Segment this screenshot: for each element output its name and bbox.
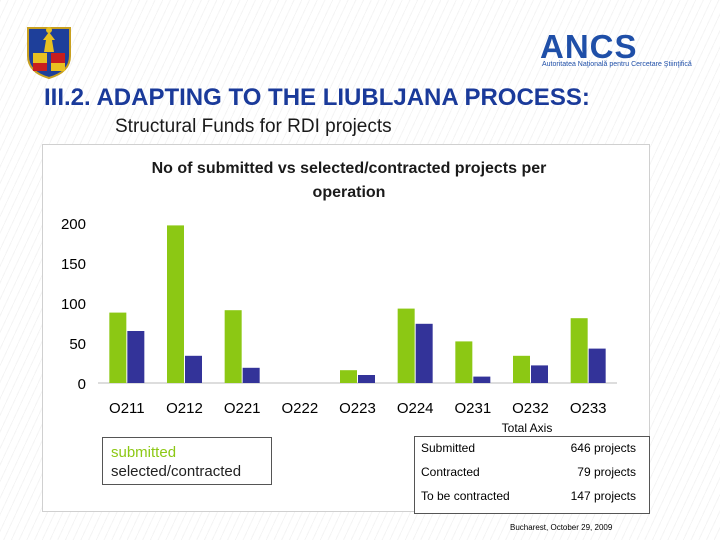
chart-legend: submitted selected/contracted — [102, 437, 272, 485]
bar-selected-contracted — [127, 331, 145, 383]
summary-value: 147 projects — [570, 489, 636, 503]
x-tick-label: O222 — [281, 400, 318, 417]
bar-submitted — [109, 312, 127, 383]
coat-of-arms-icon — [27, 27, 71, 80]
summary-row: Contracted 79 projects — [415, 461, 649, 485]
bar-submitted — [570, 318, 588, 383]
x-axis-title: Total Axis — [502, 421, 553, 435]
y-tick-label: 0 — [78, 376, 86, 393]
bar-submitted — [224, 310, 242, 383]
x-tick-label: O232 — [512, 400, 549, 417]
chart-title-line-2: operation — [313, 184, 386, 201]
y-tick-label: 150 — [61, 256, 86, 273]
summary-label: To be contracted — [421, 489, 510, 503]
summary-label: Submitted — [421, 441, 476, 455]
bar-submitted — [397, 308, 415, 383]
summary-table: Submitted 646 projects Contracted 79 pro… — [414, 436, 650, 514]
bar-selected-contracted — [415, 323, 433, 383]
bar-selected-contracted — [358, 375, 375, 383]
x-tick-label: O233 — [570, 400, 607, 417]
x-tick-label: O221 — [224, 400, 261, 417]
summary-label: Contracted — [421, 465, 480, 479]
bar-selected-contracted — [185, 355, 202, 383]
footer-date: Bucharest, October 29, 2009 — [510, 523, 613, 532]
chart-title-line-1: No of submitted vs selected/contracted p… — [152, 160, 547, 177]
plot-area: 0 50 100 150 200 O211 O212 O221 O222 O223 O224 O231… — [61, 216, 617, 417]
bar-submitted — [167, 225, 184, 383]
slide-subtitle: Structural Funds for RDI projects — [115, 116, 392, 137]
x-tick-label: O211 — [109, 400, 145, 417]
x-tick-label: O231 — [454, 400, 491, 417]
summary-row: Submitted 646 projects — [415, 437, 649, 461]
bar-selected-contracted — [473, 376, 491, 383]
bar-submitted — [340, 370, 357, 383]
x-tick-label: O223 — [339, 400, 376, 417]
logo-wordmark: ANCS — [540, 28, 638, 65]
y-tick-label: 100 — [61, 296, 86, 313]
x-tick-label: O212 — [166, 400, 203, 417]
summary-value: 646 projects — [570, 441, 636, 455]
y-tick-label: 50 — [69, 336, 86, 353]
slide-title: III.2. ADAPTING TO THE LIUBLJANA PROCESS… — [44, 84, 590, 111]
bar-selected-contracted — [242, 367, 260, 383]
bar-selected-contracted — [531, 365, 548, 383]
bar-selected-contracted — [588, 348, 606, 383]
legend-item-selected-contracted: selected/contracted — [111, 463, 242, 480]
x-tick-label: O224 — [397, 400, 434, 417]
bar-chart: No of submitted vs selected/contracted p… — [61, 160, 617, 435]
bar-submitted — [513, 355, 530, 383]
y-tick-label: 200 — [61, 216, 86, 233]
legend-item-submitted: submitted — [111, 444, 177, 461]
summary-value: 79 projects — [577, 465, 636, 479]
logo-subtitle: Autoritatea Naţională pentru Cercetare Ş… — [542, 61, 692, 68]
ancs-logo: ANCS Autoritatea Naţională pentru Cercet… — [512, 28, 692, 72]
summary-row: To be contracted 147 projects — [415, 485, 649, 509]
bar-submitted — [455, 341, 473, 383]
